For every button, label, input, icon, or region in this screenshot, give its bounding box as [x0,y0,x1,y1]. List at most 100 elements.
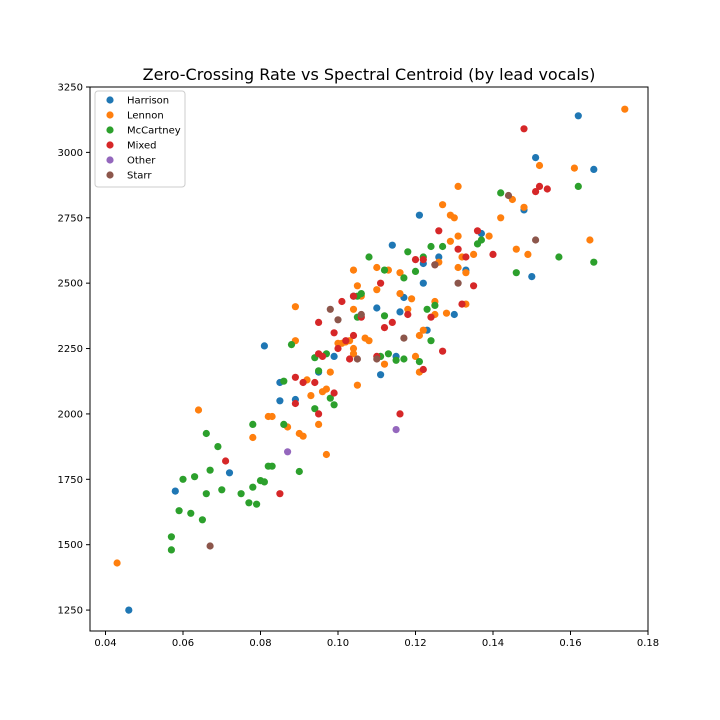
point-mixed-37 [489,250,497,258]
point-mccartney-24 [295,467,303,476]
point-lennon-34 [396,290,404,298]
point-lennon-24 [349,266,358,274]
point-mixed-2 [291,373,299,381]
point-mccartney-2 [175,507,183,515]
point-starr-3 [353,355,361,363]
point-mccartney-27 [315,367,323,375]
point-lennon-11 [307,392,315,400]
point-mixed-6 [315,318,323,326]
point-mccartney-36 [380,266,389,274]
legend-label-other: Other [127,156,156,167]
point-lennon-6 [291,303,299,311]
point-lennon-61 [520,203,528,211]
point-mixed-13 [338,297,346,306]
legend-label-mixed: Mixed [127,141,157,152]
point-lennon-22 [349,350,358,358]
point-mccartney-55 [555,253,563,261]
y-tick-label-8: 3250 [58,83,83,94]
point-mccartney-37 [380,312,389,320]
y-tick-label-0: 1250 [58,606,83,617]
y-tick-label-6: 2750 [58,213,83,224]
point-harrison-0 [125,606,133,614]
point-starr-8 [454,279,462,287]
y-tick-label-7: 3000 [58,148,83,159]
point-mixed-39 [532,188,540,196]
point-harrison-8 [330,352,338,360]
point-mccartney-16 [253,500,261,508]
point-mixed-15 [346,355,354,363]
point-lennon-16 [326,368,334,376]
point-mixed-9 [318,352,327,360]
point-mixed-38 [520,125,528,133]
y-tick-label-3: 2000 [58,409,83,420]
point-mccartney-49 [431,301,439,309]
point-mccartney-12 [237,490,245,498]
point-mccartney-56 [574,182,582,190]
point-mixed-32 [454,245,462,253]
point-lennon-46 [442,309,451,317]
point-harrison-2 [225,469,234,477]
point-mixed-5 [311,378,319,387]
point-starr-4 [357,310,365,319]
point-lennon-63 [535,161,544,170]
x-tick-label-2: 0.08 [249,638,271,649]
point-lennon-47 [446,237,454,245]
x-tick-label-3: 0.10 [327,638,349,649]
point-mixed-35 [470,282,478,290]
point-mccartney-4 [187,509,195,517]
point-mixed-40 [535,182,544,190]
point-mccartney-10 [214,443,222,451]
point-mccartney-25 [311,405,319,413]
legend-label-mccartney: McCartney [127,126,181,137]
point-starr-1 [326,305,334,313]
point-harrison-11 [377,371,385,379]
point-mccartney-14 [249,420,257,428]
point-lennon-0 [113,559,121,567]
point-lennon-64 [570,164,579,172]
point-mixed-16 [349,331,358,340]
point-mixed-25 [411,256,420,264]
point-mccartney-8 [202,490,210,498]
point-mixed-36 [473,227,482,235]
point-mixed-30 [435,227,443,235]
point-lennon-52 [454,182,462,190]
point-lennon-41 [419,326,427,334]
point-mccartney-3 [179,475,187,483]
point-mccartney-9 [206,466,214,474]
point-other-1 [392,426,400,434]
point-harrison-5 [276,397,284,405]
point-starr-7 [431,261,439,269]
point-starr-2 [334,316,342,324]
point-starr-0 [206,542,214,550]
point-mccartney-40 [400,274,408,282]
point-mccartney-48 [427,242,435,251]
point-lennon-15 [322,450,330,459]
point-mixed-24 [404,310,412,319]
point-mccartney-18 [260,478,268,486]
y-tick-label-4: 2250 [58,344,83,355]
point-mccartney-53 [497,189,505,197]
legend: Harrison Lennon McCartney Mixed Other Starr [94,90,186,188]
point-mccartney-47 [427,337,435,345]
point-mixed-0 [222,457,230,465]
x-tick-label-1: 0.06 [172,638,194,649]
point-lennon-36 [404,305,412,313]
plot-frame [89,86,649,632]
point-mccartney-52 [477,236,485,244]
point-mixed-12 [334,344,342,353]
point-harrison-16 [415,211,423,219]
x-tick-label-6: 0.16 [559,638,581,649]
point-lennon-65 [586,236,594,244]
point-mixed-10 [330,329,338,337]
point-mixed-34 [462,253,470,261]
point-mixed-31 [439,347,447,355]
point-harrison-10 [373,304,381,312]
point-lennon-35 [396,269,404,277]
point-mccartney-50 [439,242,447,251]
legend-label-lennon: Lennon [127,111,164,122]
point-lennon-4 [268,412,276,421]
point-mccartney-46 [423,305,431,313]
point-mccartney-29 [326,394,334,402]
point-lennon-51 [454,263,462,272]
point-mccartney-42 [404,248,412,256]
